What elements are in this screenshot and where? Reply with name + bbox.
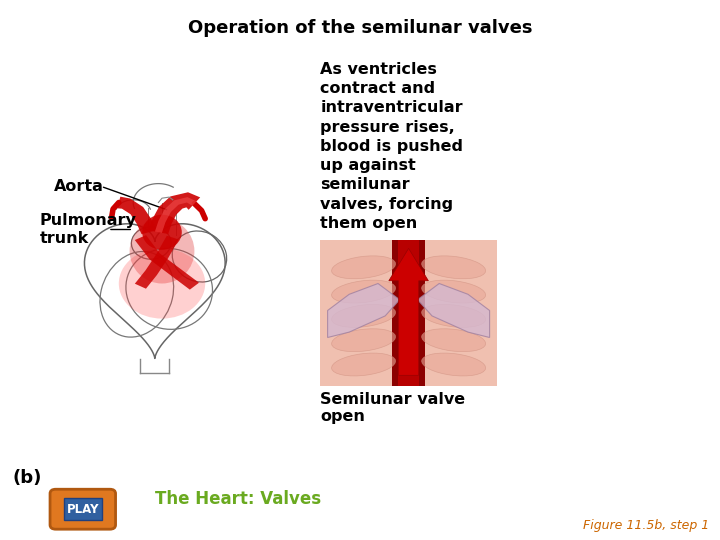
Ellipse shape xyxy=(332,280,395,303)
Text: Operation of the semilunar valves: Operation of the semilunar valves xyxy=(188,19,532,37)
Ellipse shape xyxy=(422,305,485,327)
Ellipse shape xyxy=(332,305,395,327)
Polygon shape xyxy=(148,192,200,234)
Text: The Heart: Valves: The Heart: Valves xyxy=(155,490,321,509)
Text: Aorta: Aorta xyxy=(54,179,104,194)
Text: (b): (b) xyxy=(13,469,42,487)
Text: Semilunar valve
open: Semilunar valve open xyxy=(320,392,466,424)
Polygon shape xyxy=(155,197,197,233)
Text: As ventricles
contract and
intraventricular
pressure rises,
blood is pushed
up a: As ventricles contract and intraventricu… xyxy=(320,62,464,231)
Text: Figure 11.5b, step 1: Figure 11.5b, step 1 xyxy=(583,519,709,532)
Ellipse shape xyxy=(422,329,485,352)
Ellipse shape xyxy=(332,256,395,279)
Text: Pulmonary
trunk: Pulmonary trunk xyxy=(40,213,137,246)
FancyBboxPatch shape xyxy=(50,489,115,529)
FancyArrow shape xyxy=(389,248,428,375)
Ellipse shape xyxy=(332,353,395,376)
Ellipse shape xyxy=(422,280,485,303)
Text: PLAY: PLAY xyxy=(66,503,99,516)
Polygon shape xyxy=(135,235,199,289)
Polygon shape xyxy=(117,197,156,234)
Ellipse shape xyxy=(142,215,181,250)
Polygon shape xyxy=(418,284,490,338)
Bar xyxy=(320,240,497,386)
Ellipse shape xyxy=(332,329,395,352)
Bar xyxy=(64,498,102,520)
Polygon shape xyxy=(328,284,400,338)
Ellipse shape xyxy=(119,248,205,319)
Ellipse shape xyxy=(422,256,485,279)
Ellipse shape xyxy=(422,353,485,376)
Bar xyxy=(392,240,425,386)
Ellipse shape xyxy=(130,219,194,284)
Polygon shape xyxy=(135,235,179,289)
Bar xyxy=(398,240,419,386)
